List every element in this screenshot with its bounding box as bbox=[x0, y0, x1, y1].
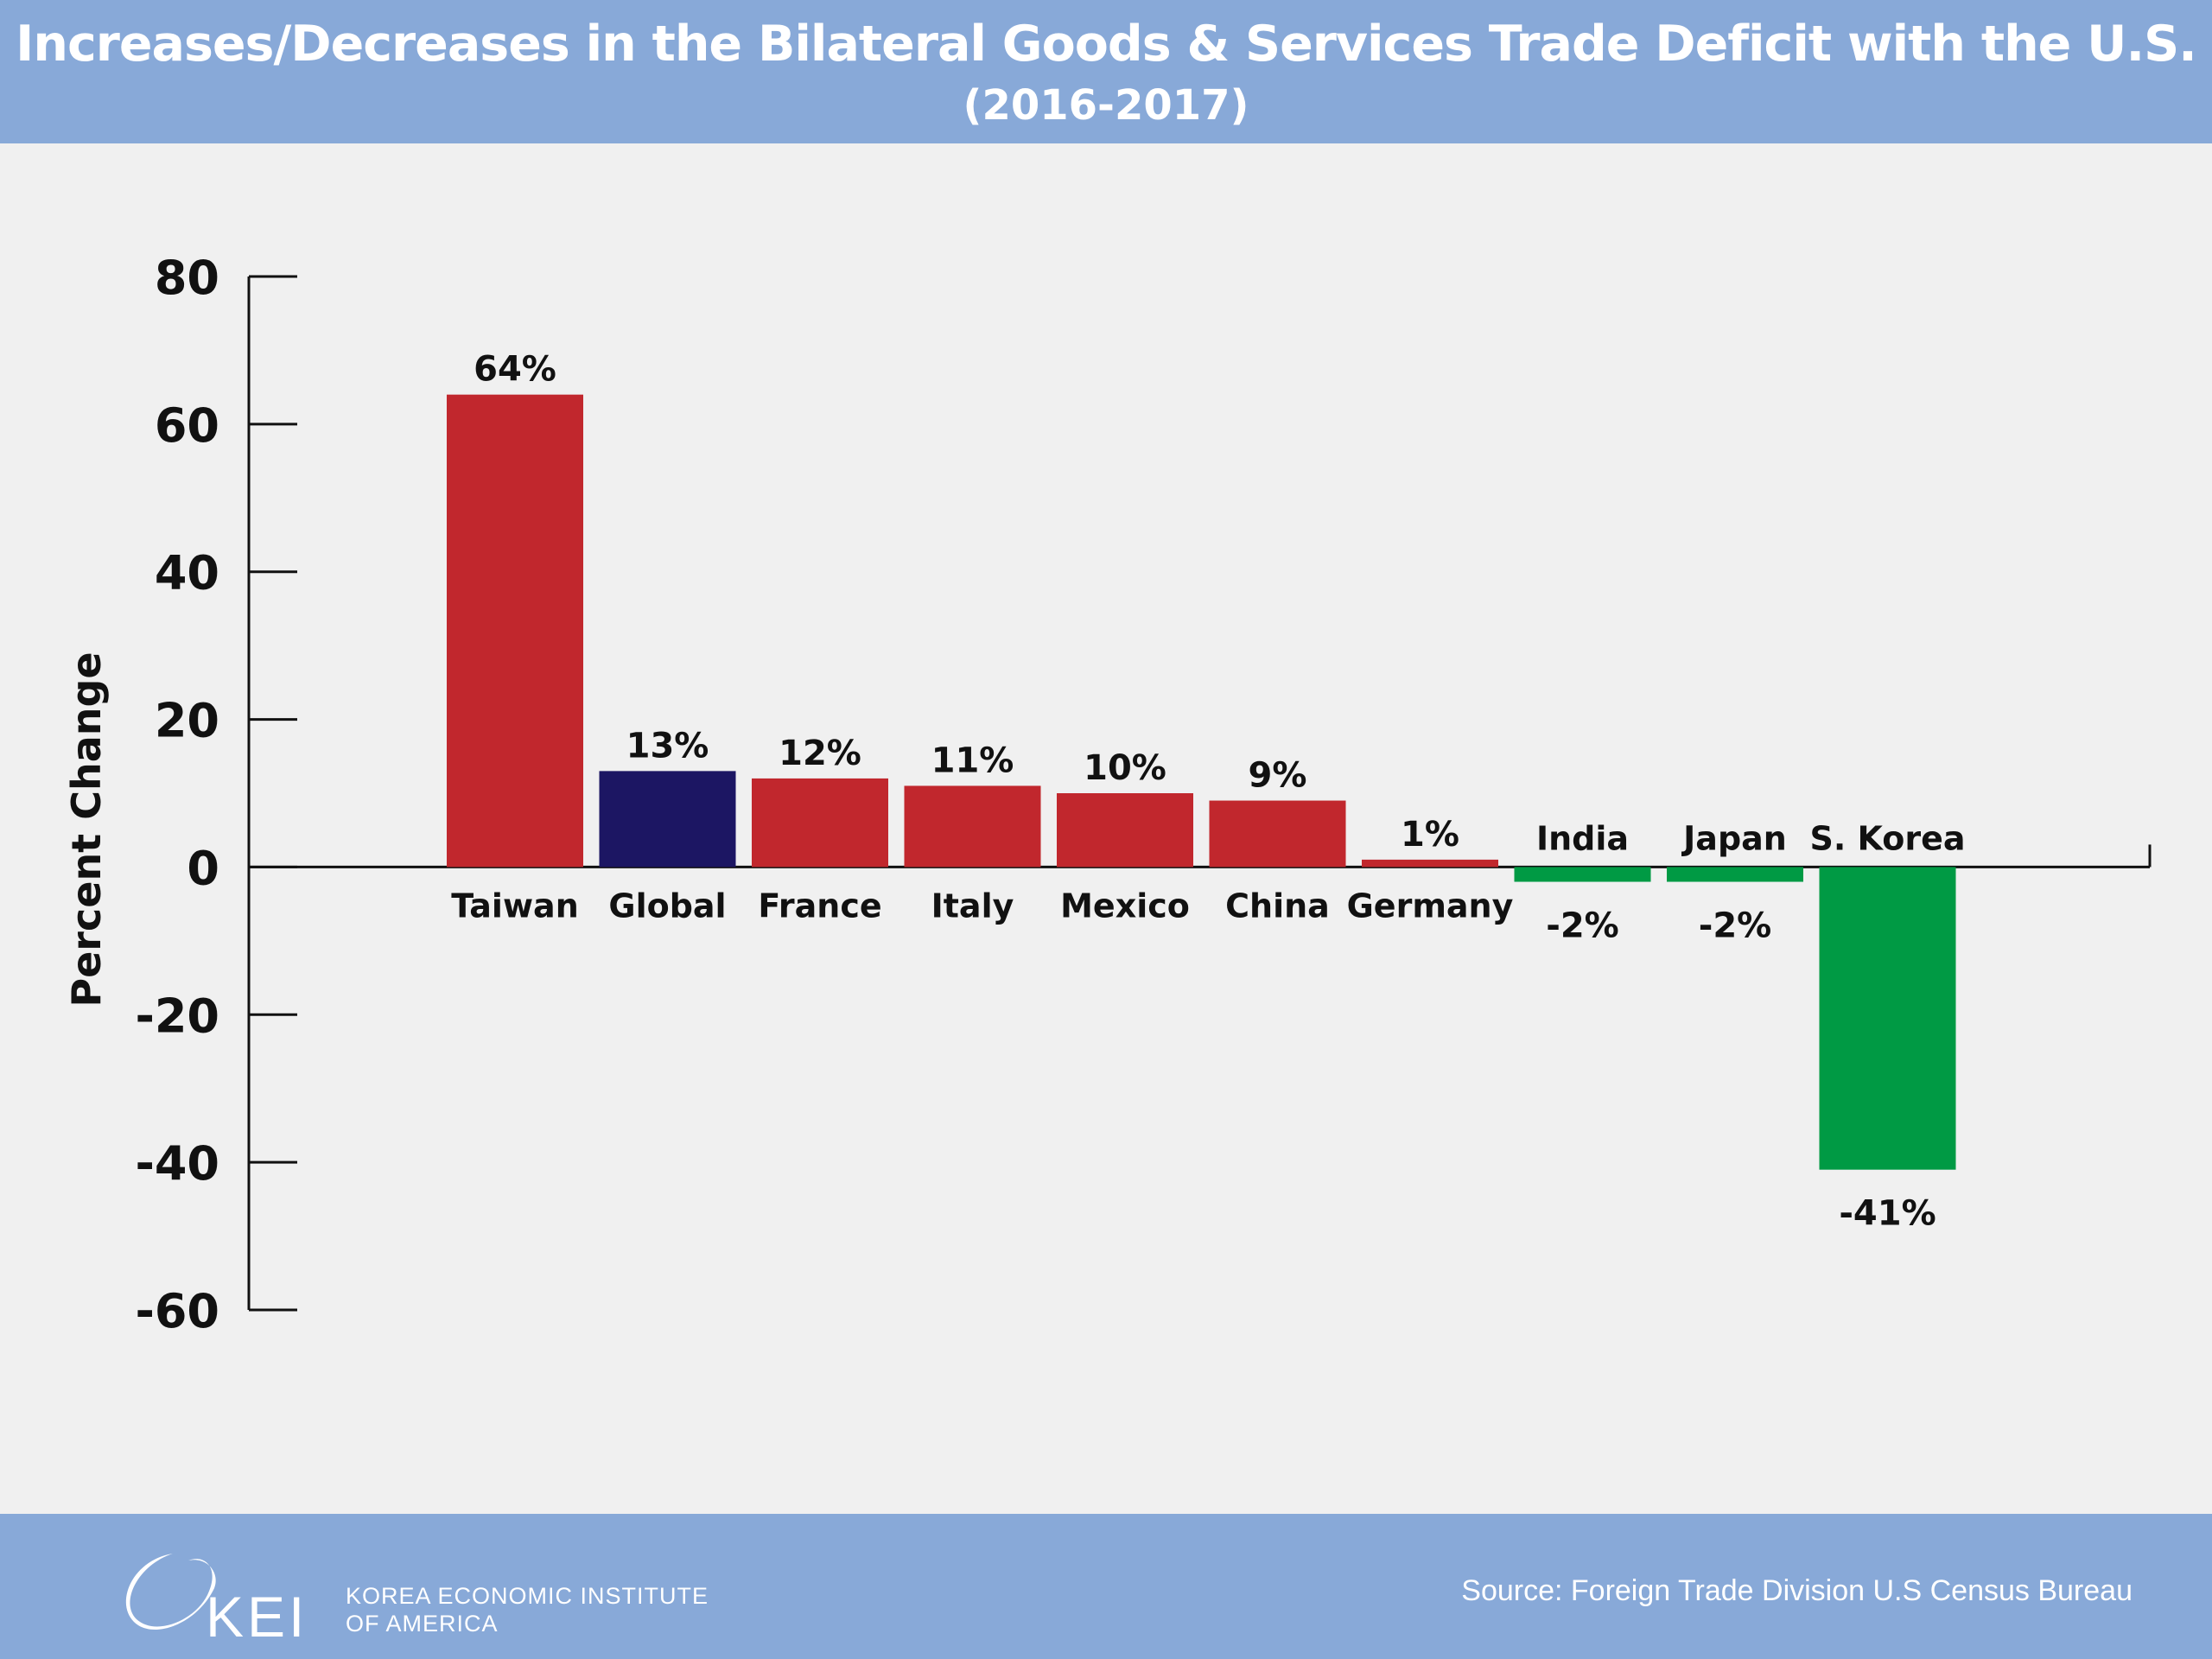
y-tick-label: 40 bbox=[155, 546, 219, 601]
bar-s-korea bbox=[1819, 867, 1956, 1170]
y-axis-title: Percent Change bbox=[63, 652, 110, 1007]
bar-italy bbox=[904, 785, 1041, 868]
bar-mexico bbox=[1057, 793, 1193, 868]
kei-logo: KEI bbox=[125, 1554, 308, 1647]
value-label: 12% bbox=[779, 734, 861, 773]
bar-china bbox=[1209, 800, 1346, 868]
value-label: 1% bbox=[1401, 815, 1459, 855]
source-note: Source: Foreign Trade Division U.S Censu… bbox=[1461, 1574, 2133, 1607]
value-label: 64% bbox=[474, 350, 556, 390]
y-tick-label: 20 bbox=[155, 694, 219, 748]
category-label: Germany bbox=[1347, 887, 1514, 925]
chart-title: Increases/Decreases in the Bilateral Goo… bbox=[16, 16, 2197, 73]
chart-subtitle: (2016-2017) bbox=[963, 81, 1249, 130]
value-label: 9% bbox=[1249, 756, 1307, 796]
y-tick-label: 80 bbox=[155, 251, 219, 305]
category-label: Italy bbox=[931, 887, 1014, 925]
y-tick-label: 60 bbox=[155, 398, 219, 453]
category-label: India bbox=[1536, 819, 1629, 857]
y-tick-label: -60 bbox=[135, 1284, 219, 1338]
logo-org-line2: OF AMERICA bbox=[346, 1611, 499, 1637]
category-label: France bbox=[758, 887, 881, 925]
category-label: Mexico bbox=[1060, 887, 1190, 925]
y-tick-label: -40 bbox=[135, 1136, 219, 1191]
category-label: S. Korea bbox=[1809, 819, 1965, 857]
bar-japan bbox=[1667, 867, 1803, 882]
bar-france bbox=[752, 778, 888, 868]
value-label: 11% bbox=[931, 741, 1014, 780]
labels: 64% Taiwan 13% Global 12% France 11% Italy 10% Me… bbox=[451, 350, 1965, 1234]
logo-swoosh-icon bbox=[125, 1554, 216, 1630]
y-tick-label: -20 bbox=[135, 988, 219, 1043]
bar-global bbox=[599, 771, 736, 868]
value-label: 10% bbox=[1084, 748, 1166, 788]
category-label: China bbox=[1225, 887, 1330, 925]
logo-org-line1: KOREA ECONOMIC INSTITUTE bbox=[346, 1583, 709, 1609]
footer: KEI KOREA ECONOMIC INSTITUTE OF AMERICA … bbox=[0, 1514, 2212, 1659]
value-label: -2% bbox=[1546, 906, 1619, 946]
logo-text: KEI bbox=[206, 1585, 308, 1647]
value-label: -2% bbox=[1699, 906, 1772, 946]
bar-germany bbox=[1362, 859, 1498, 868]
value-label: 13% bbox=[626, 726, 709, 766]
axes: 80 60 40 20 0 -20 -40 -60 bbox=[135, 251, 2152, 1338]
chart-header: Increases/Decreases in the Bilateral Goo… bbox=[0, 0, 2212, 143]
category-label: Global bbox=[608, 887, 726, 925]
value-label: -41% bbox=[1839, 1194, 1936, 1234]
bars bbox=[447, 394, 1956, 1170]
y-tick-label: 0 bbox=[187, 841, 219, 895]
bar-india bbox=[1514, 867, 1651, 882]
category-label: Taiwan bbox=[451, 887, 579, 925]
bar-taiwan bbox=[447, 394, 583, 868]
category-label: Japan bbox=[1681, 819, 1787, 857]
bar-chart: 80 60 40 20 0 -20 -40 -60 64% Taiwan 13% Global 12%… bbox=[63, 251, 2152, 1338]
